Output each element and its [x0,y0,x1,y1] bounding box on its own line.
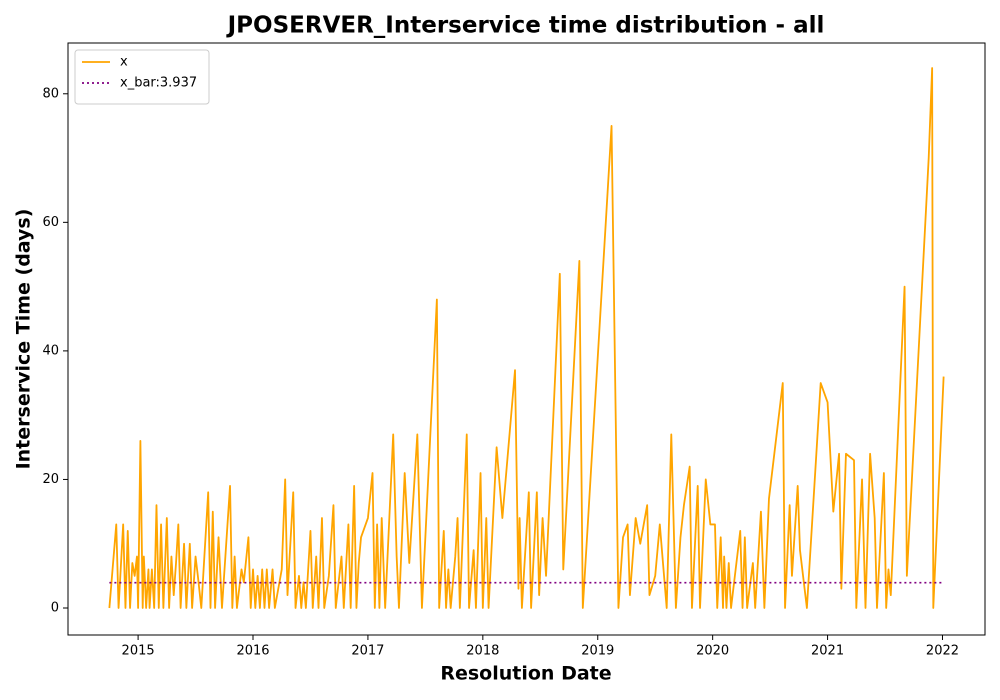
y-tick-label: 80 [42,86,59,101]
x-tick-label: 2018 [466,644,499,659]
x-tick-label: 2015 [122,644,155,659]
y-tick-label: 60 [42,215,59,230]
y-tick-label: 20 [42,472,59,487]
x-tick-label: 2019 [581,644,614,659]
legend-box [74,49,210,105]
x-tick-label: 2020 [696,644,729,659]
chart-title: JPOSERVER_Interservice time distribution… [226,13,825,39]
x-axis-label: Resolution Date [440,663,611,685]
legend-label: x_bar:3.937 [120,76,197,91]
y-axis-label: Interservice Time (days) [13,209,35,470]
x-tick-label: 2022 [926,644,959,659]
x-tick-label: 2017 [351,644,384,659]
y-tick-label: 40 [42,343,59,358]
data-line [108,67,945,609]
y-tick-label: 0 [51,601,59,616]
plot-frame [67,42,986,636]
x-tick-label: 2021 [811,644,844,659]
legend-label: x [120,55,128,70]
x-tick-label: 2016 [236,644,269,659]
